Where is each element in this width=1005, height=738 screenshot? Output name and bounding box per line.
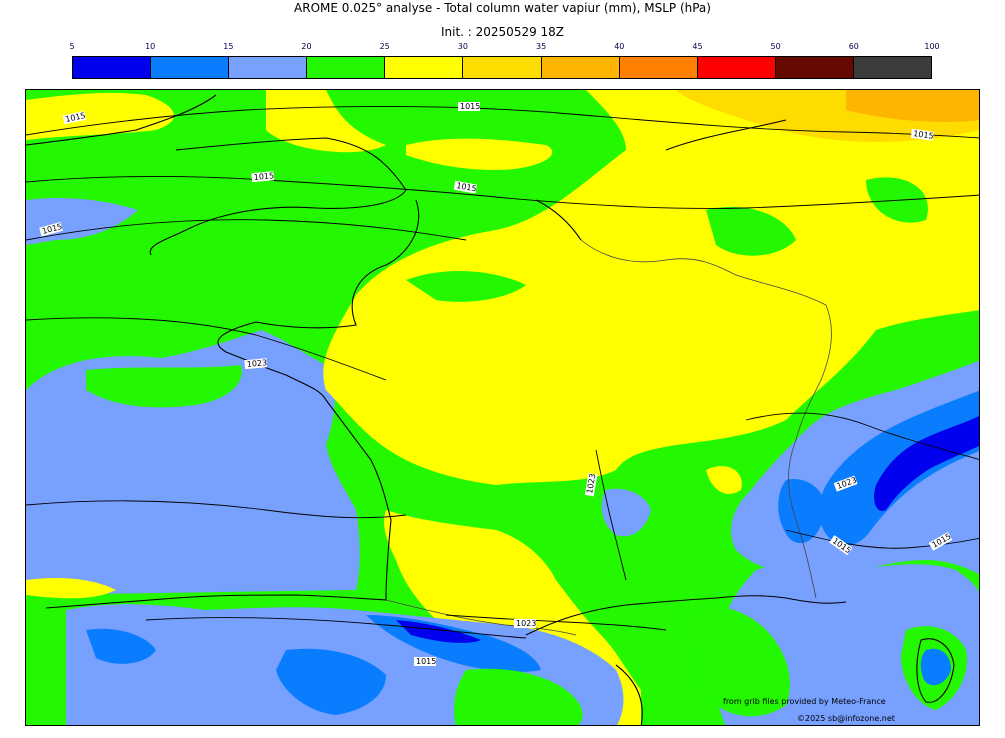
colorbar-segment-0 bbox=[73, 57, 152, 78]
coast-corsica bbox=[916, 638, 955, 703]
field-blue-spain-west bbox=[86, 628, 156, 664]
field-yellow-france bbox=[323, 90, 979, 485]
coast-normandy-brittany bbox=[217, 199, 420, 401]
isobars bbox=[26, 106, 979, 639]
label-1015-normandy: 1015 bbox=[456, 181, 478, 193]
isobar-1023-south bbox=[26, 500, 407, 519]
colorbar-tick: 35 bbox=[536, 42, 547, 51]
label-1015-nw: 1015 bbox=[65, 111, 87, 124]
isobar-1023-pyrenees bbox=[445, 614, 667, 631]
colorbar-tick: 40 bbox=[614, 42, 625, 51]
label-1023-center: 1023 bbox=[585, 473, 597, 495]
label-1023-brittany: 1023 bbox=[246, 358, 267, 369]
coastlines bbox=[26, 94, 955, 725]
colorbar-tick: 15 bbox=[223, 42, 234, 51]
isobar-1015-west bbox=[26, 219, 467, 241]
init-time: Init. : 20250529 18Z bbox=[440, 25, 565, 39]
isobar-1015-north bbox=[26, 106, 979, 139]
colorbar-tick: 10 bbox=[145, 42, 156, 51]
colorbar-segment-5 bbox=[463, 57, 542, 78]
isobar-1015-alps-south bbox=[785, 529, 979, 549]
colorbar-segment-4 bbox=[385, 57, 464, 78]
border-north bbox=[580, 239, 827, 306]
field-yellow-patch-rhone bbox=[706, 466, 742, 494]
field-deep-blue-pyrenees bbox=[396, 620, 481, 643]
label-1015-ne: 1015 bbox=[913, 129, 934, 141]
colorbar-ticks: 5 10 15 20 25 30 35 40 45 50 60 100 bbox=[69, 42, 939, 54]
colorbar-tick: 50 bbox=[770, 42, 781, 51]
field-atlantic-north bbox=[26, 198, 138, 245]
field-orange-ne bbox=[846, 90, 979, 122]
colorbar-segment-8 bbox=[697, 57, 776, 78]
field-blue-massif-central bbox=[601, 488, 651, 537]
field-yellow-nw bbox=[26, 92, 175, 140]
isobar-1023-center bbox=[595, 449, 627, 581]
field-yellow-england bbox=[266, 90, 386, 153]
field-yellow-iberia-coast bbox=[26, 578, 116, 599]
border-east bbox=[788, 304, 832, 599]
field-blue-corsica bbox=[920, 648, 951, 686]
label-1015-spain: 1015 bbox=[416, 657, 436, 666]
coast-belgium bbox=[535, 199, 582, 241]
field-green-patch-ne bbox=[706, 206, 796, 256]
isobar-1015-spain bbox=[145, 617, 527, 639]
colorbar-segment-2 bbox=[229, 57, 308, 78]
colorbar-tick: 20 bbox=[301, 42, 312, 51]
coast-catalonia bbox=[615, 664, 643, 725]
field-green-islet bbox=[86, 365, 242, 408]
field-green-gulf bbox=[685, 606, 790, 717]
isobar-labels: 1015 1015 1015 1015 1015 1015 1023 1023 … bbox=[39, 102, 953, 666]
coast-north-sea bbox=[665, 119, 787, 151]
label-1015-top: 1015 bbox=[460, 102, 480, 111]
coast-atlantic-france bbox=[325, 399, 392, 601]
coast-england-north bbox=[26, 94, 217, 146]
colorbar-segment-1 bbox=[151, 57, 230, 78]
colorbar-segment-10 bbox=[853, 57, 932, 78]
coast-england-south bbox=[149, 137, 407, 256]
field-deep-blue-alps bbox=[874, 415, 979, 511]
isobar-1023-brittany bbox=[26, 317, 387, 381]
map-canvas: 1015 1015 1015 1015 1015 1015 1023 1023 … bbox=[26, 90, 979, 725]
coast-mediterranean-france bbox=[525, 595, 787, 636]
border-pyrenees bbox=[385, 599, 577, 636]
colorbar-tick: 5 bbox=[69, 42, 75, 51]
colorbar-segment-6 bbox=[541, 57, 620, 78]
borders bbox=[385, 239, 832, 636]
field-yellow-channel bbox=[406, 138, 553, 170]
colorbar-tick: 100 bbox=[924, 42, 940, 51]
label-1015-channel: 1015 bbox=[253, 171, 274, 182]
source-credit: from grib files provided by Meteo-France bbox=[723, 697, 886, 706]
colorbar bbox=[72, 56, 932, 79]
colorbar-tick: 45 bbox=[692, 42, 703, 51]
colorbar-segment-9 bbox=[775, 57, 854, 78]
chart-title: AROME 0.025° analyse - Total column wate… bbox=[294, 1, 711, 15]
colorbar-tick: 60 bbox=[848, 42, 859, 51]
colorbar-tick: 30 bbox=[457, 42, 468, 51]
coast-riviera bbox=[785, 597, 847, 604]
isobar-1015-channel bbox=[26, 176, 979, 209]
field-green-sw bbox=[26, 610, 66, 725]
coast-spain-north bbox=[45, 594, 387, 609]
colorbar-segment-7 bbox=[619, 57, 698, 78]
weather-map[interactable]: 1015 1015 1015 1015 1015 1015 1023 1023 … bbox=[25, 89, 980, 726]
isobar-1023-alps bbox=[745, 412, 979, 460]
copyright-credit: ©2025 sb@infozone.net bbox=[797, 714, 895, 723]
colorbar-segment-3 bbox=[307, 57, 386, 78]
colorbar-tick: 25 bbox=[379, 42, 390, 51]
field-green-spain-south bbox=[454, 668, 583, 725]
field-blue-spain bbox=[276, 648, 386, 715]
field-green-patch-center bbox=[406, 270, 526, 302]
label-1023-pyrenees: 1023 bbox=[516, 619, 536, 628]
